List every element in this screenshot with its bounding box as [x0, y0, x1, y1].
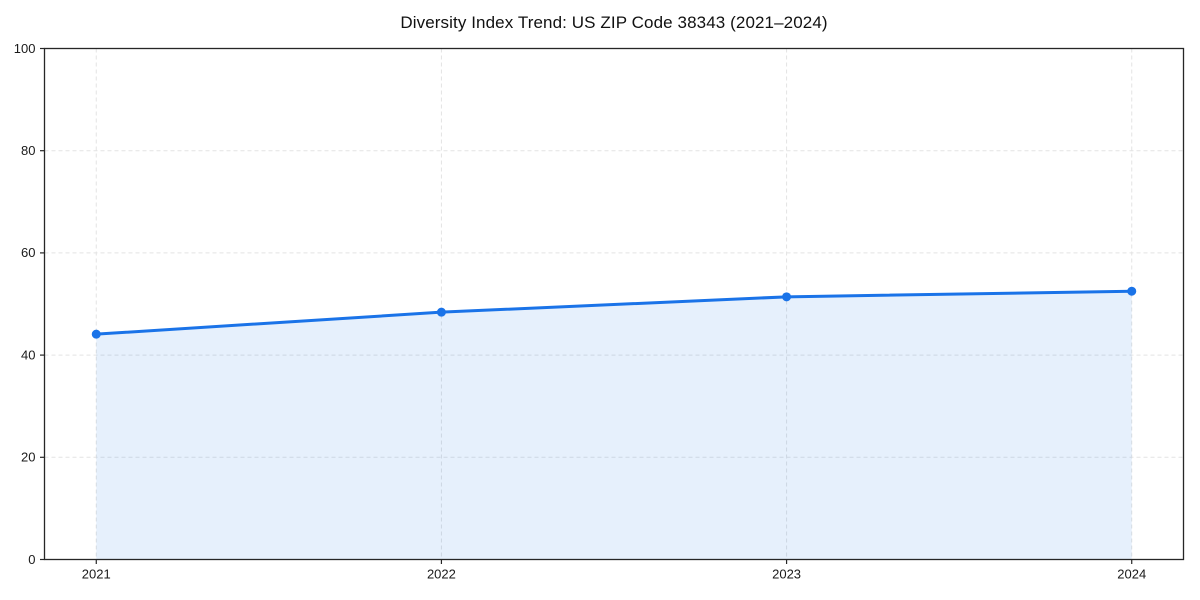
y-tick-label: 60: [21, 245, 35, 260]
plot-border: [43, 47, 1185, 561]
y-tick-label: 20: [21, 450, 35, 465]
trend-line: [94, 289, 1134, 336]
data-point-marker: [91, 329, 101, 339]
area-fill: [96, 291, 1132, 560]
y-tick-label: 100: [14, 41, 36, 56]
chart-title: Diversity Index Trend: US ZIP Code 38343…: [400, 13, 828, 32]
x-tick-label: 2021: [82, 567, 111, 582]
data-point-marker: [436, 307, 446, 317]
data-point-marker: [1127, 286, 1137, 296]
x-tick-label: 2023: [772, 567, 801, 582]
y-tick-label: 40: [21, 347, 35, 362]
y-tick-label: 80: [21, 143, 35, 158]
x-tick-label: 2022: [427, 567, 456, 582]
x-tick-label: 2024: [1117, 567, 1146, 582]
data-point-marker: [782, 292, 792, 302]
y-tick-label: 0: [28, 552, 35, 567]
